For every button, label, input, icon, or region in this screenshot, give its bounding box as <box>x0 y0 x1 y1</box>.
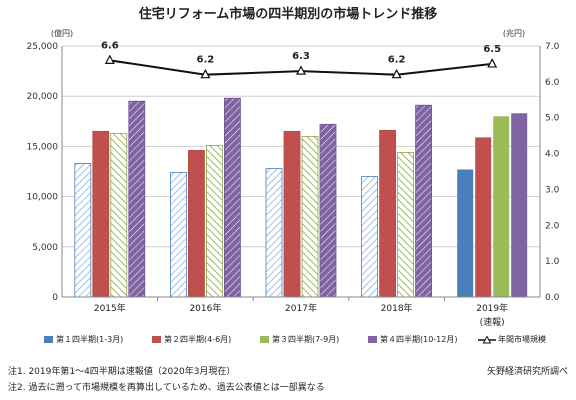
annual-point <box>104 54 115 64</box>
right-tick-label: 3.0 <box>545 185 560 195</box>
bar-q1 <box>74 163 92 298</box>
right-tick-label: 0.0 <box>545 293 560 303</box>
legend: 第１四半期(1-3月) 第２四半期(4-6月) 第３四半期(7-9月) 第４四半… <box>44 333 546 347</box>
legend-swatch-q4 <box>368 336 377 343</box>
legend-label-q2: 第２四半期(4-6月) <box>164 335 232 344</box>
triangle-marker-icon <box>478 335 496 343</box>
bars <box>74 97 528 298</box>
legend-item-annual: 年間市場規模 <box>478 333 546 347</box>
category-note: (速報) <box>480 317 505 328</box>
annual-data-label: 6.2 <box>388 55 406 66</box>
annual-market-line: 6.6 6.2 6.3 6.2 6.5 <box>101 40 501 79</box>
bar-q1 <box>457 169 474 297</box>
bar-q1 <box>169 172 187 298</box>
bar-q3 <box>110 132 128 298</box>
bar-q2 <box>283 130 301 298</box>
left-tick-label: 15,000 <box>27 142 59 152</box>
legend-swatch-q3 <box>260 336 269 343</box>
legend-label-annual: 年間市場規模 <box>498 335 546 344</box>
bar-q4 <box>128 100 146 298</box>
bar-q4 <box>415 104 433 298</box>
right-tick-label: 4.0 <box>545 150 560 160</box>
bar-q3 <box>493 116 510 297</box>
bar-q3 <box>205 144 223 298</box>
left-tick-label: 0 <box>52 293 58 303</box>
legend-item-q4: 第４四半期(10-12月) <box>368 333 458 347</box>
left-tick-label: 25,000 <box>27 42 59 52</box>
annual-point <box>391 68 402 79</box>
right-tick-label: 6.0 <box>545 78 560 88</box>
category-label: 2019年 <box>476 302 508 314</box>
legend-swatch-q2 <box>152 336 161 343</box>
bar-q3 <box>301 135 319 298</box>
chart-title: 住宅リフォーム市場の四半期別の市場トレンド推移 <box>139 6 438 22</box>
bar-q2 <box>187 150 205 298</box>
bar-q4 <box>511 113 528 297</box>
bar-q1 <box>361 176 379 298</box>
note-1: 注1. 2019年第1～4四半期は速報値（2020年3月現在） <box>8 367 236 377</box>
left-axis-unit: (億円) <box>51 28 73 38</box>
bar-q4 <box>223 97 241 298</box>
bar-q1 <box>265 168 283 298</box>
legend-item-q2: 第２四半期(4-6月) <box>152 333 231 347</box>
annual-point <box>296 65 306 75</box>
annual-data-label: 6.6 <box>101 40 119 51</box>
right-tick-label: 1.0 <box>545 257 560 267</box>
right-tick-label: 7.0 <box>545 42 560 52</box>
chart: 住宅リフォーム市場の四半期別の市場トレンド推移 (億円) (兆円) 6.6 6.2… <box>27 6 560 328</box>
tick-labels: 0 5,000 10,000 15,000 20,000 25,000 0.0 1.0 2.0 3… <box>27 42 560 328</box>
right-tick-label: 2.0 <box>545 221 560 231</box>
right-tick-label: 5.0 <box>545 114 560 124</box>
legend-swatch-q1 <box>44 336 53 343</box>
left-tick-label: 10,000 <box>27 193 59 203</box>
legend-label-q1: 第１四半期(1-3月) <box>56 335 124 344</box>
legend-item-q1: 第１四半期(1-3月) <box>44 333 123 347</box>
bar-q2 <box>475 137 492 297</box>
bar-q4 <box>319 123 337 298</box>
annual-point <box>200 68 211 79</box>
bar-q3 <box>397 152 415 298</box>
category-label: 2016年 <box>189 302 221 314</box>
axes <box>61 46 541 301</box>
left-tick-label: 20,000 <box>27 92 59 102</box>
annual-data-label: 6.5 <box>483 44 501 55</box>
bar-q2 <box>379 129 397 298</box>
annual-point <box>487 58 498 68</box>
legend-item-q3: 第３四半期(7-9月) <box>260 333 339 347</box>
source-credit: 矢野経済研究所調べ <box>486 367 568 377</box>
annual-data-label: 6.2 <box>197 55 215 66</box>
legend-label-q3: 第３四半期(7-9月) <box>272 335 340 344</box>
category-label: 2018年 <box>381 302 413 314</box>
annual-data-label: 6.3 <box>292 51 310 62</box>
bar-q2 <box>92 130 110 298</box>
left-tick-label: 5,000 <box>32 243 58 253</box>
category-label: 2017年 <box>285 302 317 314</box>
category-label: 2015年 <box>94 302 126 314</box>
note-2: 注2. 過去に遡って市場規模を再算出しているため、過去公表値とは一部異なる <box>8 383 325 393</box>
legend-label-q4: 第４四半期(10-12月) <box>380 335 458 344</box>
right-axis-unit: (兆円) <box>503 28 525 38</box>
